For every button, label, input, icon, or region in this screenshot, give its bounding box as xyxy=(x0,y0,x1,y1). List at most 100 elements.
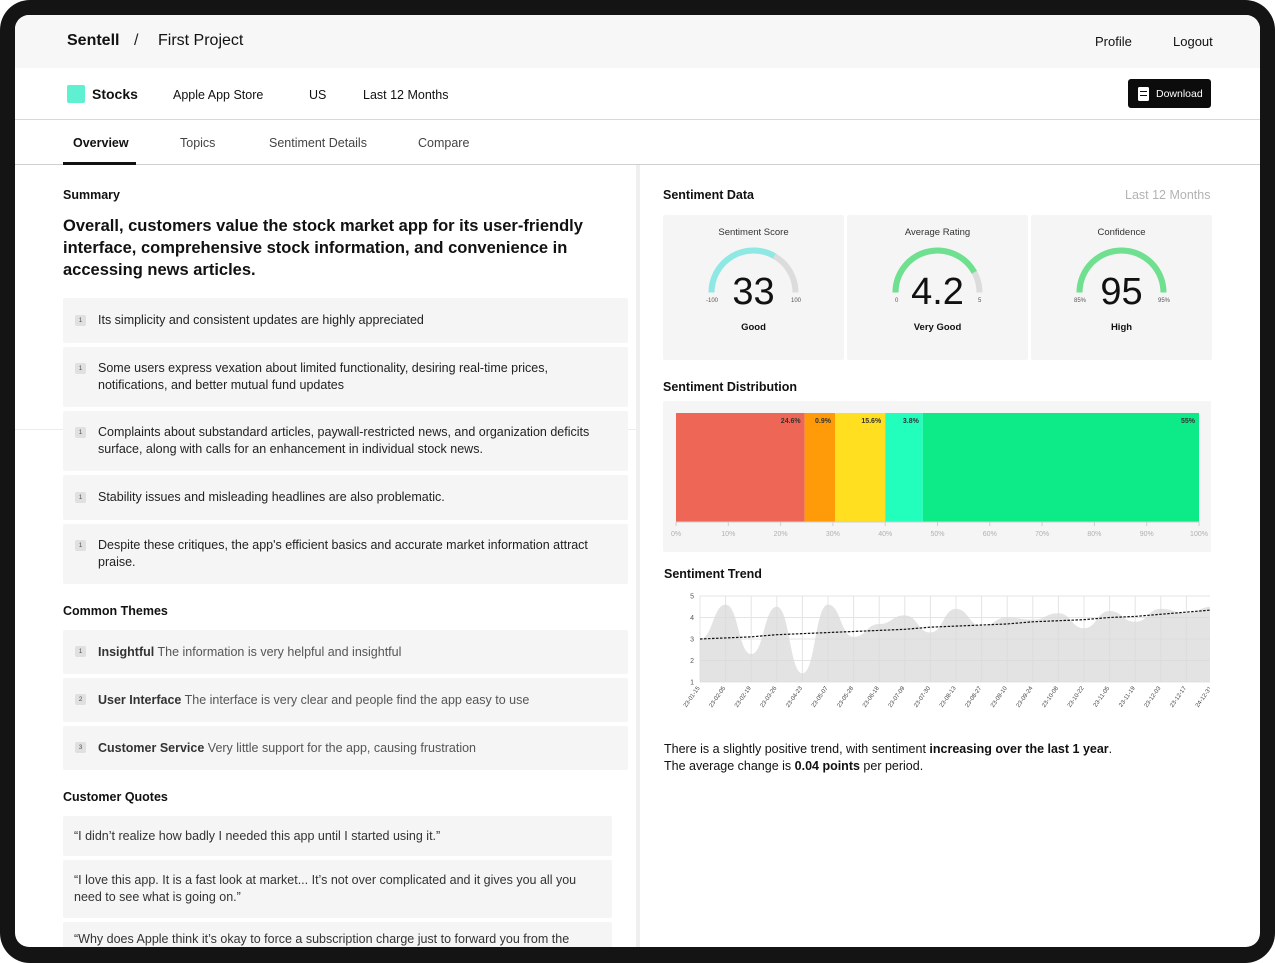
gauge-sentiment-score xyxy=(708,247,799,293)
brand-logo[interactable]: Sentell xyxy=(67,32,120,49)
period-filter[interactable]: Last 12 Months xyxy=(363,88,449,102)
trend-text-end: . xyxy=(1108,742,1113,756)
theme-number: 1 xyxy=(75,646,86,657)
segment-label: 0.9% xyxy=(815,418,832,425)
tab-topics[interactable]: Topics xyxy=(180,136,216,150)
stat-label: Very Good xyxy=(913,322,962,333)
quote-text: “Why does Apple think it’s okay to force… xyxy=(74,932,570,946)
trend-x-tick: 23-12-03 xyxy=(1144,685,1163,709)
trend-x-tick: 23-05-28 xyxy=(837,685,856,709)
sentiment-data-heading: Sentiment Data xyxy=(663,188,754,202)
quote-item: “I love this app. It is a fast look at m… xyxy=(63,860,612,918)
sentiment-period: Last 12 Months xyxy=(1125,188,1211,202)
stat-max: 95% xyxy=(1158,298,1171,304)
active-tab-indicator xyxy=(63,162,136,165)
distribution-tick-label: 10% xyxy=(721,531,735,538)
theme-item[interactable]: 1 Insightful The information is very hel… xyxy=(63,630,628,674)
distribution-segment[interactable] xyxy=(885,413,923,522)
stat-value: 95 xyxy=(1100,271,1143,313)
stat-card-confidence: Confidence 95 85% 95% High xyxy=(1031,215,1212,360)
distribution-panel: 24.6% 0.9% 15.6% 3.8% 55% 0% 10% 20% 30% 40% 50% 60… xyxy=(663,401,1211,552)
distribution-segment[interactable] xyxy=(676,413,805,522)
breadcrumb-separator: / xyxy=(134,32,139,49)
change-highlight: 0.04 points xyxy=(794,759,860,773)
distribution-tick-label: 50% xyxy=(930,531,944,538)
project-breadcrumb[interactable]: First Project xyxy=(158,32,244,49)
stat-card-average-rating: Average Rating 4.2 0 5 Very Good xyxy=(847,215,1028,360)
gauge-confidence xyxy=(1076,247,1167,293)
theme-description: The information is very helpful and insi… xyxy=(157,645,402,659)
quote-text: “I love this app. It is a fast look at m… xyxy=(74,873,577,904)
store-filter[interactable]: Apple App Store xyxy=(173,88,264,102)
segment-label: 3.8% xyxy=(903,418,920,425)
app-name[interactable]: Stocks xyxy=(92,86,138,102)
change-text: The average change is xyxy=(664,759,795,773)
distribution-segment[interactable] xyxy=(834,413,886,522)
theme-description: The interface is very clear and people f… xyxy=(184,693,530,707)
theme-item[interactable]: 3 Customer Service Very little support f… xyxy=(63,726,628,770)
stat-value: 4.2 xyxy=(911,271,964,313)
tab-bar: Overview Topics Sentiment Details Compar… xyxy=(15,120,1260,165)
theme-text: Insightful The information is very helpf… xyxy=(98,644,608,661)
distribution-tick-label: 20% xyxy=(774,531,788,538)
theme-item[interactable]: 2 User Interface The interface is very c… xyxy=(63,678,628,722)
quote-item: “Why does Apple think it’s okay to force… xyxy=(63,922,612,947)
logout-link[interactable]: Logout xyxy=(1173,34,1213,49)
theme-text: Customer Service Very little support for… xyxy=(98,740,608,757)
point-number: 1 xyxy=(75,427,86,438)
segment-label: 15.6% xyxy=(861,418,882,425)
trend-x-tick: 23-02-19 xyxy=(734,685,753,709)
download-button[interactable]: Download xyxy=(1128,79,1211,108)
country-filter[interactable]: US xyxy=(309,88,327,102)
summary-point: 1 Complaints about substandard articles,… xyxy=(63,411,628,471)
trend-x-tick: 23-09-10 xyxy=(990,685,1009,709)
distribution-chart: 24.6% 0.9% 15.6% 3.8% 55% 0% 10% 20% 30% 40% 50% 60… xyxy=(671,413,1208,538)
filter-bar: Stocks Apple App Store US Last 12 Months… xyxy=(15,68,1260,120)
stat-card-sentiment-score: Sentiment Score 33 -100 100 Good xyxy=(663,215,844,360)
trend-y-tick: 2 xyxy=(690,658,694,665)
stat-label: High xyxy=(1110,322,1133,333)
point-text: Despite these critiques, the app's effic… xyxy=(98,538,588,569)
stat-label: Good xyxy=(741,322,766,333)
top-bar: Sentell / First Project Profile Logout xyxy=(15,15,1260,68)
trend-y-tick: 3 xyxy=(690,637,694,644)
point-number: 1 xyxy=(75,540,86,551)
theme-description: Very little support for the app, causing… xyxy=(207,741,476,755)
trend-x-tick: 23-11-05 xyxy=(1093,685,1112,708)
point-number: 1 xyxy=(75,315,86,326)
distribution-tick-label: 100% xyxy=(1190,531,1208,538)
point-number: 1 xyxy=(75,492,86,503)
point-text: Stability issues and misleading headline… xyxy=(98,490,445,504)
tab-sentiment-details[interactable]: Sentiment Details xyxy=(269,136,367,150)
trend-highlight: increasing over the last 1 year xyxy=(929,742,1109,756)
profile-link[interactable]: Profile xyxy=(1095,34,1132,49)
point-text: Some users express vexation about limite… xyxy=(98,361,548,392)
quotes-heading: Customer Quotes xyxy=(63,790,168,804)
theme-number: 2 xyxy=(75,694,86,705)
trend-heading: Sentiment Trend xyxy=(664,567,762,581)
theme-title: Insightful xyxy=(98,645,155,659)
summary-heading: Summary xyxy=(63,188,120,202)
summary-lead: Overall, customers value the stock marke… xyxy=(63,217,583,279)
distribution-segment[interactable] xyxy=(804,413,835,522)
distribution-tick-label: 40% xyxy=(878,531,892,538)
theme-number: 3 xyxy=(75,742,86,753)
theme-title: Customer Service xyxy=(98,741,205,755)
stat-min: 85% xyxy=(1074,298,1087,304)
change-text-end: per period. xyxy=(859,759,924,773)
segment-label: 24.6% xyxy=(781,418,802,425)
distribution-segment[interactable] xyxy=(922,413,1199,522)
tab-overview[interactable]: Overview xyxy=(73,136,129,150)
gauge-fill xyxy=(1076,247,1167,293)
distribution-tick-label: 60% xyxy=(983,531,997,538)
stat-max: 5 xyxy=(978,298,982,304)
trend-x-tick: 23-01-15 xyxy=(683,685,702,709)
tab-compare[interactable]: Compare xyxy=(418,136,470,150)
trend-x-tick: 23-07-30 xyxy=(913,685,932,709)
stat-min: -100 xyxy=(706,298,719,304)
distribution-tick-label: 80% xyxy=(1087,531,1101,538)
trend-x-tick: 23-07-09 xyxy=(888,685,907,709)
distribution-tick-label: 90% xyxy=(1140,531,1154,538)
gauge-fill xyxy=(892,247,977,293)
